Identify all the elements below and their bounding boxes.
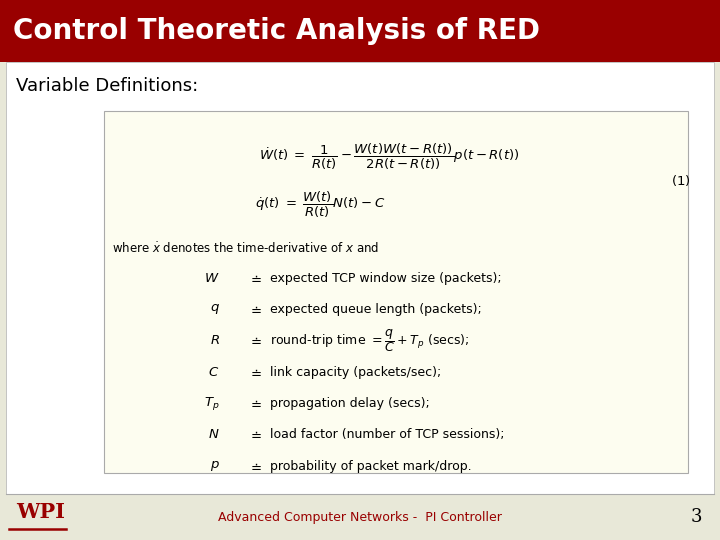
Text: $\doteq$: $\doteq$ bbox=[248, 303, 263, 316]
Text: $\dot{W}(t) \;=\; \dfrac{1}{R(t)} - \dfrac{W(t)W(t-R(t))}{2R(t-R(t))}p(t-R(t))$: $\dot{W}(t) \;=\; \dfrac{1}{R(t)} - \dfr… bbox=[258, 141, 519, 172]
Text: $T_p$: $T_p$ bbox=[204, 395, 220, 412]
Text: $p$: $p$ bbox=[210, 459, 220, 473]
Text: Variable Definitions:: Variable Definitions: bbox=[16, 77, 198, 96]
Text: $\doteq$: $\doteq$ bbox=[248, 460, 263, 472]
Text: $\doteq$: $\doteq$ bbox=[248, 428, 263, 441]
Text: expected queue length (packets);: expected queue length (packets); bbox=[270, 303, 482, 316]
FancyBboxPatch shape bbox=[0, 0, 720, 62]
Text: $W$: $W$ bbox=[204, 272, 220, 285]
Text: load factor (number of TCP sessions);: load factor (number of TCP sessions); bbox=[270, 428, 505, 441]
Text: $N$: $N$ bbox=[208, 428, 220, 441]
Text: $\dot{q}(t) \;=\; \dfrac{W(t)}{R(t)}N(t) - C$: $\dot{q}(t) \;=\; \dfrac{W(t)}{R(t)}N(t)… bbox=[255, 190, 386, 220]
Text: $\doteq$: $\doteq$ bbox=[248, 272, 263, 285]
Text: link capacity (packets/sec);: link capacity (packets/sec); bbox=[270, 366, 441, 379]
Text: $\doteq$: $\doteq$ bbox=[248, 334, 263, 347]
Text: $C$: $C$ bbox=[208, 366, 220, 379]
Text: round-trip time $= \dfrac{q}{C} + T_p$ (secs);: round-trip time $= \dfrac{q}{C} + T_p$ (… bbox=[270, 327, 469, 354]
Text: where $\dot{x}$ denotes the time-derivative of $x$ and: where $\dot{x}$ denotes the time-derivat… bbox=[112, 241, 379, 255]
Text: expected TCP window size (packets);: expected TCP window size (packets); bbox=[270, 272, 502, 285]
Text: $R$: $R$ bbox=[210, 334, 220, 347]
FancyBboxPatch shape bbox=[104, 111, 688, 472]
FancyBboxPatch shape bbox=[6, 62, 714, 494]
Text: $(1)$: $(1)$ bbox=[670, 173, 690, 188]
Text: WPI: WPI bbox=[16, 502, 65, 522]
Text: $q$: $q$ bbox=[210, 302, 220, 316]
Text: probability of packet mark/drop.: probability of packet mark/drop. bbox=[270, 460, 472, 472]
Text: $\doteq$: $\doteq$ bbox=[248, 397, 263, 410]
Text: 3: 3 bbox=[690, 508, 702, 526]
Text: propagation delay (secs);: propagation delay (secs); bbox=[270, 397, 430, 410]
Text: Control Theoretic Analysis of RED: Control Theoretic Analysis of RED bbox=[13, 17, 540, 45]
Text: $\doteq$: $\doteq$ bbox=[248, 366, 263, 379]
Text: Advanced Computer Networks -  PI Controller: Advanced Computer Networks - PI Controll… bbox=[218, 510, 502, 524]
